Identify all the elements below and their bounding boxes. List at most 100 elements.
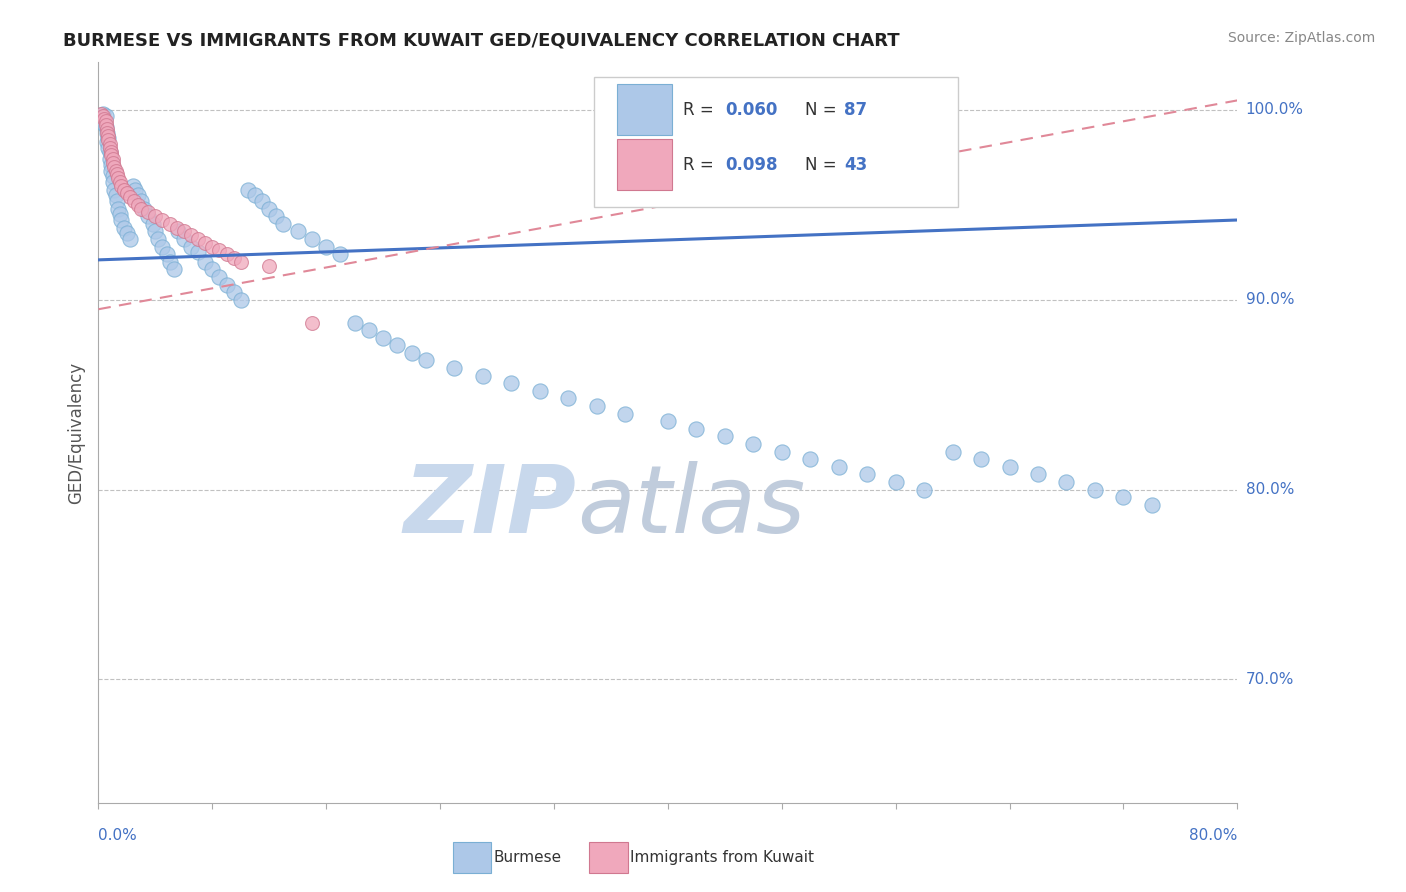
Point <box>685 422 707 436</box>
Point <box>1026 467 1049 482</box>
Point <box>970 452 993 467</box>
Point <box>104 163 127 178</box>
Point <box>105 168 128 182</box>
Text: 100.0%: 100.0% <box>1246 103 1303 118</box>
Point <box>799 452 821 467</box>
Point <box>159 217 181 231</box>
Point <box>152 213 174 227</box>
Point <box>1112 490 1135 504</box>
Point <box>194 235 217 250</box>
Point <box>101 156 124 170</box>
Point <box>94 118 117 132</box>
Text: 70.0%: 70.0% <box>1246 672 1294 687</box>
Point <box>108 175 131 189</box>
FancyBboxPatch shape <box>593 78 959 207</box>
Point <box>91 109 114 123</box>
Point <box>97 129 120 144</box>
Point <box>166 220 188 235</box>
Point <box>373 331 395 345</box>
Point <box>828 459 851 474</box>
Point <box>148 232 170 246</box>
FancyBboxPatch shape <box>453 842 491 873</box>
Point <box>127 198 149 212</box>
Point <box>98 153 121 167</box>
Point <box>229 293 252 307</box>
Point <box>98 137 121 152</box>
Point <box>96 126 118 140</box>
Text: R =: R = <box>683 101 718 120</box>
Point <box>173 224 195 238</box>
Point <box>103 183 125 197</box>
Point <box>287 224 309 238</box>
Point <box>259 202 281 216</box>
Point <box>90 106 112 120</box>
Point <box>942 444 965 458</box>
Point <box>266 209 288 223</box>
Text: 80.0%: 80.0% <box>1246 482 1294 497</box>
Point <box>118 232 141 246</box>
Point <box>101 175 124 189</box>
Point <box>100 145 122 159</box>
Point <box>96 126 118 140</box>
Point <box>96 121 118 136</box>
Point <box>243 188 266 202</box>
Point <box>273 217 295 231</box>
Point <box>112 183 135 197</box>
Y-axis label: GED/Equivalency: GED/Equivalency <box>67 361 86 504</box>
Point <box>129 194 152 208</box>
Point <box>357 323 380 337</box>
Point <box>180 228 202 243</box>
Text: 87: 87 <box>845 101 868 120</box>
Point <box>100 158 122 172</box>
Point <box>180 239 202 253</box>
Point <box>115 227 138 241</box>
Point <box>229 254 252 268</box>
Point <box>742 437 765 451</box>
Point <box>1084 483 1107 497</box>
Point <box>122 194 145 208</box>
Point <box>301 316 323 330</box>
Point <box>100 148 122 162</box>
Point <box>259 259 281 273</box>
Point <box>167 224 190 238</box>
Point <box>415 353 437 368</box>
Text: 90.0%: 90.0% <box>1246 293 1294 307</box>
Point <box>201 239 224 253</box>
Point <box>173 232 195 246</box>
Point <box>443 361 465 376</box>
Point <box>884 475 907 489</box>
Text: atlas: atlas <box>576 461 806 552</box>
Text: BURMESE VS IMMIGRANTS FROM KUWAIT GED/EQUIVALENCY CORRELATION CHART: BURMESE VS IMMIGRANTS FROM KUWAIT GED/EQ… <box>63 31 900 49</box>
Point <box>127 188 149 202</box>
Point <box>770 444 793 458</box>
Text: Immigrants from Kuwait: Immigrants from Kuwait <box>630 850 814 865</box>
Point <box>136 205 159 219</box>
Point <box>97 131 120 145</box>
Point <box>187 232 209 246</box>
Point <box>91 106 114 120</box>
Point <box>118 190 141 204</box>
Point <box>96 135 118 149</box>
Text: R =: R = <box>683 156 718 174</box>
Point <box>529 384 551 398</box>
Point <box>112 220 135 235</box>
Point <box>136 209 159 223</box>
Point <box>121 178 143 193</box>
Point <box>93 112 115 127</box>
Point <box>194 254 217 268</box>
Point <box>107 202 129 216</box>
Point <box>124 183 146 197</box>
Point <box>105 194 128 208</box>
Text: 0.0%: 0.0% <box>98 828 138 843</box>
Point <box>94 109 117 123</box>
Point <box>163 262 186 277</box>
Point <box>98 145 121 159</box>
Point <box>501 376 523 391</box>
Point <box>145 224 167 238</box>
Point <box>103 160 125 174</box>
Point <box>387 338 409 352</box>
FancyBboxPatch shape <box>617 84 672 136</box>
Point <box>215 277 238 292</box>
Point <box>201 262 224 277</box>
Text: 0.060: 0.060 <box>725 101 778 120</box>
